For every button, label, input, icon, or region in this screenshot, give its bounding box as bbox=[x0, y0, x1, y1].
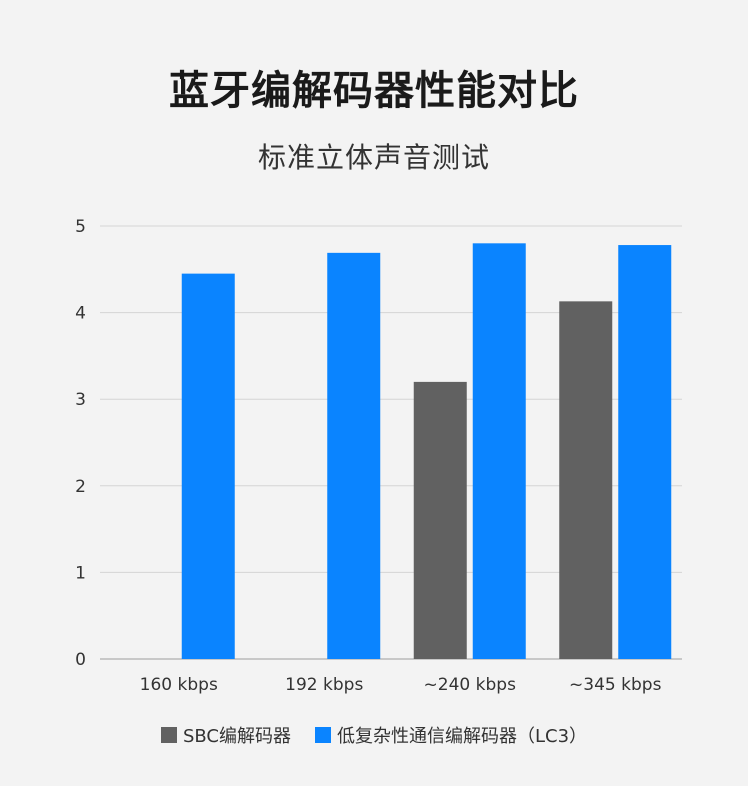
x-tick-label-1: 192 kbps bbox=[285, 675, 363, 695]
bar-sbc-2 bbox=[413, 381, 467, 659]
legend-swatch-lc3 bbox=[314, 727, 331, 743]
legend-item-sbc: SBC编解码器 bbox=[160, 722, 291, 748]
bar-lc3-2 bbox=[472, 243, 526, 659]
y-tick-label-4: 4 bbox=[75, 304, 86, 324]
y-tick-label-1: 1 bbox=[75, 563, 86, 583]
y-tick-label-5: 5 bbox=[75, 217, 86, 237]
legend-item-lc3: 低复杂性通信编解码器（LC3） bbox=[314, 722, 588, 748]
chart-title: 蓝牙编解码器性能对比 bbox=[169, 68, 579, 114]
bar-sbc-3 bbox=[559, 301, 613, 659]
bar-lc3-3 bbox=[618, 245, 672, 659]
legend-label-lc3: 低复杂性通信编解码器（LC3） bbox=[336, 726, 588, 747]
chart-subtitle: 标准立体声音测试 bbox=[257, 141, 490, 174]
chart-legend: SBC编解码器 低复杂性通信编解码器（LC3） bbox=[0, 722, 748, 748]
x-tick-label-0: 160 kbps bbox=[140, 675, 218, 695]
y-tick-label-3: 3 bbox=[75, 390, 86, 410]
bar-lc3-0 bbox=[181, 273, 235, 659]
x-tick-label-2: ~240 kbps bbox=[424, 675, 517, 695]
y-tick-label-0: 0 bbox=[75, 650, 86, 670]
legend-label-sbc: SBC编解码器 bbox=[182, 726, 291, 747]
bar-lc3-1 bbox=[327, 252, 381, 659]
legend-swatch-sbc bbox=[160, 727, 177, 743]
x-tick-label-3: ~345 kbps bbox=[569, 675, 662, 695]
y-tick-label-2: 2 bbox=[75, 477, 86, 497]
